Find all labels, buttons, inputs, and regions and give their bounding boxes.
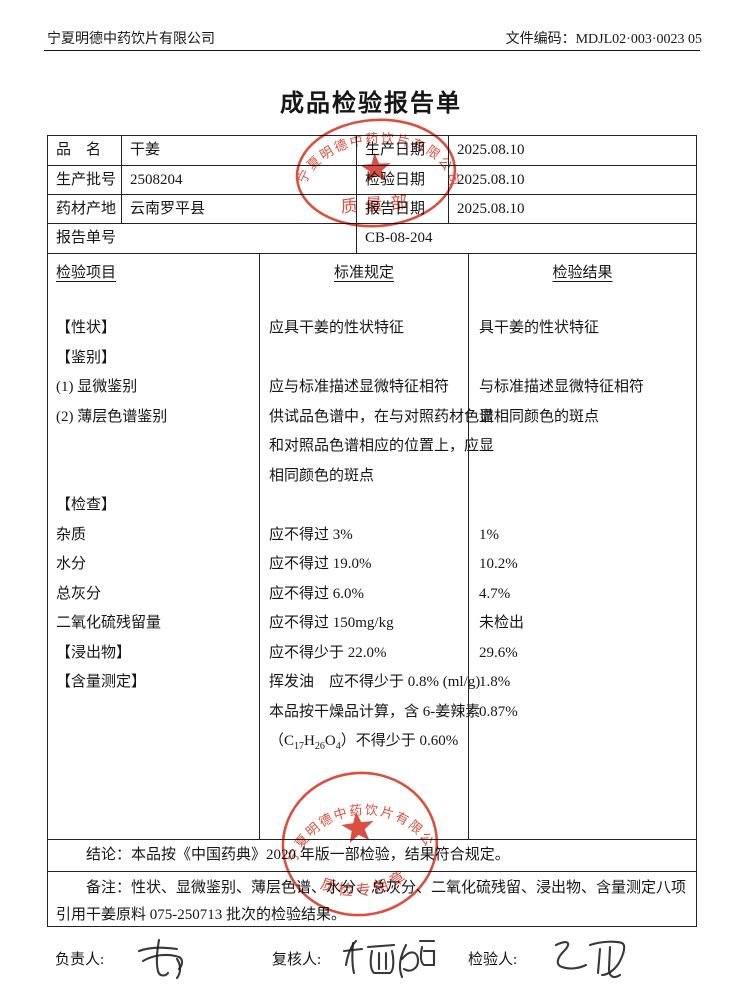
inspection-result: 显相同颜色的斑点 bbox=[468, 402, 696, 432]
company-name: 宁夏明德中药饮片有限公司 bbox=[47, 32, 215, 47]
conclusion-label: 结论： bbox=[86, 847, 132, 863]
inspection-filler bbox=[259, 756, 468, 839]
field-value-inspection-date: 2025.08.10 bbox=[448, 165, 696, 194]
inspection-item bbox=[48, 462, 259, 492]
stamp-ring bbox=[295, 118, 457, 228]
remark-line2: 引用干姜原料 075-250713 批次的检验结果。 bbox=[56, 907, 346, 923]
inspection-item: 【含量测定】 bbox=[56, 674, 147, 690]
field-value-production-date: 2025.08.10 bbox=[448, 136, 696, 165]
inspection-result: 10.2% bbox=[468, 550, 696, 580]
field-label-report-no: 报告单号 bbox=[48, 223, 356, 253]
doc-code: 文件编码：MDJL02·003·0023 05 bbox=[506, 28, 702, 48]
inspection-result bbox=[468, 432, 696, 462]
svg-text:宁夏明德中药饮片有限公司: 宁夏明德中药饮片有限公司 bbox=[271, 761, 438, 869]
inspection-section: 检验项目 标准规定 检验结果 【性状】 应具干姜的性状特征 具干姜的性状特征 【… bbox=[48, 253, 696, 839]
header-divider bbox=[44, 50, 700, 51]
inspector-label: 检验人: bbox=[468, 952, 518, 968]
signature-row: 负责人: 复核人: 检验人: bbox=[47, 933, 695, 991]
report-table: 品 名 干姜 生产日期 2025.08.10 生产批号 2508204 检验日期… bbox=[47, 135, 697, 927]
conclusion-row: 结论：本品按《中国药典》2020 年版一部检验，结果符合规定。 bbox=[48, 839, 696, 871]
field-value-report-no: CB-08-204 bbox=[356, 223, 696, 253]
inspection-result: 0.87% bbox=[468, 697, 696, 727]
inspection-item: 二氧化硫残留量 bbox=[56, 615, 162, 631]
inspection-standard: 应不得过 150mg/kg bbox=[259, 609, 468, 639]
inspection-result: 具干姜的性状特征 bbox=[468, 314, 696, 344]
inspection-standard: 和对照品色谱相应的位置上，应显 bbox=[259, 432, 494, 462]
inspection-result bbox=[468, 343, 696, 373]
field-label-product-name: 品 名 bbox=[56, 142, 102, 158]
inspection-standard-formula: （C17H26O4）不得少于 0.60% bbox=[259, 727, 468, 757]
field-value-origin: 云南罗平县 bbox=[121, 194, 356, 223]
responsible-signature bbox=[137, 938, 184, 980]
field-value-batch-no: 2508204 bbox=[121, 165, 356, 194]
stamp-ring bbox=[281, 771, 439, 917]
field-value-report-date: 2025.08.10 bbox=[448, 194, 696, 223]
page-title: 成品检验报告单 bbox=[280, 91, 462, 117]
remark-line1: 备注：性状、显微鉴别、薄层色谱、水分、总灰分、二氧化硫残留、浸出物、含量测定八项 bbox=[86, 880, 687, 896]
stamp-dept-text: 质量部 bbox=[340, 192, 416, 216]
document-header: 宁夏明德中药饮片有限公司 文件编码：MDJL02·003·0023 05 bbox=[47, 28, 702, 48]
stamp-dept-text: 质检专用章 bbox=[316, 864, 413, 904]
inspection-item: 【检查】 bbox=[56, 497, 117, 513]
field-label-batch-no: 生产批号 bbox=[48, 165, 121, 194]
inspection-standard: 应具干姜的性状特征 bbox=[259, 314, 468, 344]
inspection-standard: 挥发油 应不得少于 0.8% (ml/g) bbox=[259, 668, 480, 698]
doc-code-label: 文件编码： bbox=[505, 32, 576, 47]
inspection-item: 【鉴别】 bbox=[56, 349, 117, 366]
quality-dept-stamp: 宁夏明德中药饮片有限公司 质量部 bbox=[292, 118, 462, 228]
inspection-item bbox=[48, 698, 259, 728]
inspection-item bbox=[48, 432, 259, 462]
inspection-standard: 应与标准描述显微特征相符 bbox=[259, 373, 468, 403]
inspection-item: 水分 bbox=[56, 556, 87, 572]
field-value-product-name: 干姜 bbox=[121, 136, 356, 165]
doc-code-value: MDJL02·003·0023 05 bbox=[575, 32, 702, 47]
inspection-result bbox=[468, 491, 696, 521]
inspection-standard: 应不得过 3% bbox=[259, 520, 468, 550]
inspector-signature bbox=[554, 940, 626, 979]
inspection-item: 总灰分 bbox=[56, 585, 102, 602]
stamp-star-icon bbox=[360, 153, 391, 183]
inspection-item bbox=[48, 727, 259, 757]
inspection-item: 【浸出物】 bbox=[56, 644, 132, 661]
responsible-label: 负责人: bbox=[55, 952, 105, 968]
inspection-standard: 相同颜色的斑点 bbox=[259, 461, 468, 491]
inspection-item: 杂质 bbox=[56, 526, 87, 543]
qc-seal-stamp: 宁夏明德中药饮片有限公司 质检专用章 bbox=[271, 761, 439, 917]
column-header-item: 检验项目 bbox=[56, 265, 117, 281]
field-label-production-date: 生产日期 bbox=[356, 136, 448, 165]
reviewer-signature bbox=[342, 939, 436, 979]
inspection-result: 与标准描述显微特征相符 bbox=[468, 373, 696, 403]
remark-label: 备注： bbox=[86, 880, 132, 896]
stamp-star-icon bbox=[341, 811, 374, 843]
inspection-result bbox=[468, 461, 696, 491]
inspection-filler bbox=[48, 757, 259, 840]
inspection-result: 未检出 bbox=[468, 609, 696, 639]
inspection-standard: 供试品色谱中，在与对照药材色谱 bbox=[259, 402, 494, 432]
inspection-standard bbox=[259, 491, 468, 521]
field-label-origin: 药材产地 bbox=[48, 194, 121, 223]
svg-text:质检专用章: 质检专用章 bbox=[316, 864, 413, 904]
field-label-report-date: 报告日期 bbox=[356, 194, 448, 223]
inspection-standard: 本品按干燥品计算，含 6-姜辣素 bbox=[259, 697, 480, 727]
stamp-company-text: 宁夏明德中药饮片有限公司 bbox=[271, 761, 438, 869]
inspection-standard: 应不得过 6.0% bbox=[259, 579, 468, 609]
column-header-result: 检验结果 bbox=[468, 254, 696, 314]
inspection-result: 1.8% bbox=[468, 668, 696, 698]
inspection-result bbox=[468, 727, 696, 757]
conclusion-text: 本品按《中国药典》2020 年版一部检验，结果符合规定。 bbox=[131, 847, 510, 863]
inspection-standard: 应不得过 19.0% bbox=[259, 550, 468, 580]
inspection-filler bbox=[468, 756, 696, 839]
column-header-standard: 标准规定 bbox=[259, 254, 468, 314]
inspection-result: 1% bbox=[468, 520, 696, 550]
inspection-result: 4.7% bbox=[468, 579, 696, 609]
remark-row: 备注：性状、显微鉴别、薄层色谱、水分、总灰分、二氧化硫残留、浸出物、含量测定八项… bbox=[48, 871, 696, 932]
inspection-item: 【性状】 bbox=[56, 320, 117, 336]
inspection-standard bbox=[259, 343, 468, 373]
inspection-item: (2) 薄层色谱鉴别 bbox=[56, 408, 168, 425]
inspection-item: (1) 显微鉴别 bbox=[56, 379, 138, 395]
inspection-result: 29.6% bbox=[468, 638, 696, 668]
reviewer-label: 复核人: bbox=[272, 952, 322, 968]
inspection-standard: 应不得少于 22.0% bbox=[259, 638, 468, 668]
